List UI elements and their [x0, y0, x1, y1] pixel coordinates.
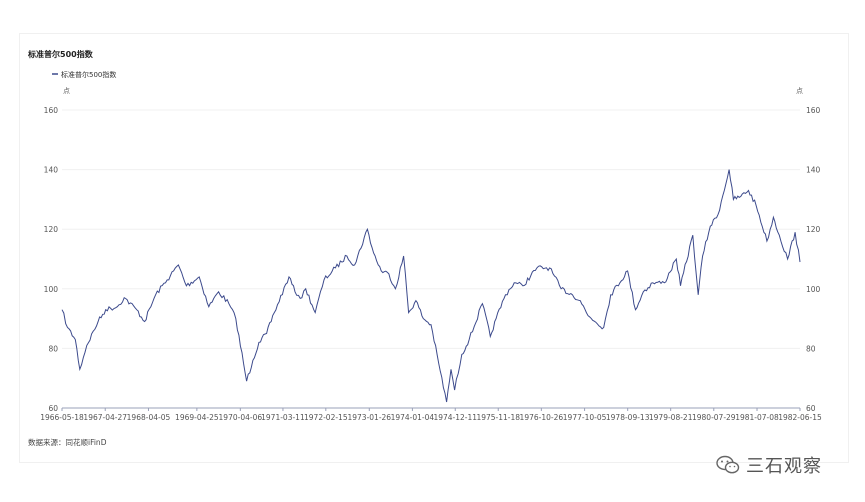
y-tick-label-left: 120: [44, 225, 59, 234]
y-tick-label-right: 140: [806, 166, 821, 175]
y-tick-label-right: 60: [806, 404, 816, 413]
y-tick-label-left: 140: [44, 166, 59, 175]
x-tick-label: 1981-07-08: [735, 413, 779, 422]
y-axis-right: 60 80 100 120 140 160: [806, 106, 821, 413]
watermark: 三石观察: [716, 454, 822, 477]
x-tick-label: 1972-02-15: [304, 413, 348, 422]
x-tick-label: 1967-04-27: [83, 413, 127, 422]
x-tick-label: 1969-04-25: [175, 413, 219, 422]
x-axis: 1966-05-18 1967-04-27 1968-04-05 1969-04-25…: [40, 408, 822, 422]
x-tick-label: 1979-08-21: [649, 413, 693, 422]
x-tick-label: 1978-09-13: [606, 413, 650, 422]
x-tick-label: 1975-11-18: [476, 413, 520, 422]
y-axis-left: 60 80 100 120 140 160: [44, 106, 59, 413]
x-tick-label: 1970-04-06: [219, 413, 263, 422]
chart-svg: 标准普尔500指数 标准普尔500指数 点 点 60 80 100 120 140 160…: [27, 49, 822, 447]
legend-label[interactable]: 标准普尔500指数: [61, 70, 116, 79]
x-tick-label: 1974-01-04: [391, 413, 435, 422]
gridlines: [62, 109, 800, 409]
y-tick-label-left: 100: [44, 285, 59, 294]
chart-card: 标准普尔500指数 标准普尔500指数 点 点 60 80 100 120 140 160…: [19, 33, 849, 463]
y-tick-label-left: 160: [44, 106, 59, 115]
x-tick-label: 1982-06-15: [778, 413, 822, 422]
x-tick-label: 1977-10-05: [563, 413, 607, 422]
x-tick-label: 1966-05-18: [40, 413, 84, 422]
x-tick-label: 1976-10-26: [520, 413, 564, 422]
series-line[interactable]: [61, 169, 801, 403]
y-unit-left: 点: [63, 87, 70, 95]
y-tick-label-right: 120: [806, 225, 821, 234]
x-tick-label: 1973-01-26: [347, 413, 391, 422]
y-tick-label-left: 80: [48, 344, 58, 353]
data-source: 数据来源：同花顺iFinD: [28, 437, 107, 447]
x-tick-label: 1968-04-05: [127, 413, 171, 422]
y-unit-right: 点: [796, 87, 803, 95]
y-tick-label-right: 160: [806, 106, 821, 115]
y-tick-label-right: 100: [806, 285, 821, 294]
chart-title: 标准普尔500指数: [27, 49, 94, 59]
x-tick-label: 1971-03-11: [261, 413, 305, 422]
watermark-text: 三石观察: [746, 456, 822, 477]
y-tick-label-left: 60: [48, 404, 58, 413]
wechat-icon: [716, 455, 740, 474]
y-tick-label-right: 80: [806, 344, 816, 353]
x-tick-label: 1980-07-29: [692, 413, 736, 422]
x-tick-label: 1974-12-11: [433, 413, 477, 422]
